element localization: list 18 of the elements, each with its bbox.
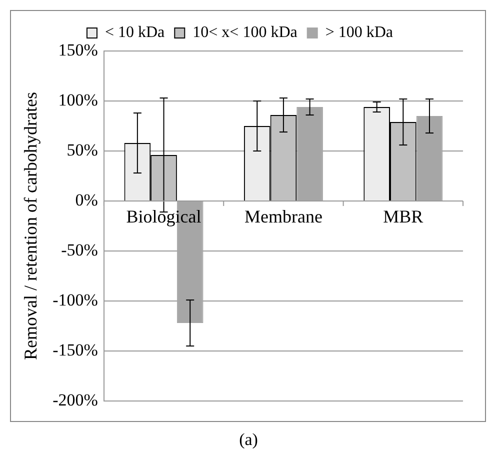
x-tick-label: Biological	[126, 206, 202, 227]
legend-label: < 10 kDa	[104, 24, 165, 42]
bar	[416, 116, 443, 200]
y-tick-label: -150%	[52, 340, 98, 360]
y-tick-label: -200%	[52, 390, 98, 410]
legend-label: 10< x< 100 kDa	[192, 24, 298, 42]
y-tick-label: 50%	[66, 140, 98, 160]
text: (a)	[238, 430, 259, 450]
legend-label: > 100 kDa	[325, 24, 394, 42]
y-axis-title: Removal / retention of carbohydrates	[20, 92, 41, 360]
y-tick-label: 100%	[58, 90, 98, 110]
y-tick-label: 0%	[75, 190, 98, 210]
y-tick-label: -100%	[52, 290, 98, 310]
x-tick-label: Membrane	[244, 206, 322, 227]
y-tick-label: 150%	[58, 40, 98, 60]
bar	[296, 107, 323, 200]
y-tick-label: -50%	[61, 240, 98, 260]
x-tick-label: MBR	[383, 206, 424, 227]
